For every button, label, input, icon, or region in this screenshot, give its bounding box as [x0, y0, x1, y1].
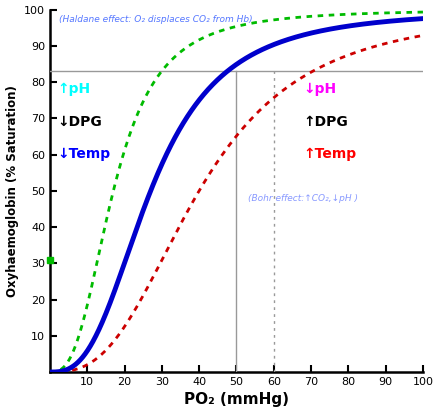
Y-axis label: Oxyhaemoglobin (% Saturation): Oxyhaemoglobin (% Saturation): [6, 85, 18, 297]
Text: ↓Temp: ↓Temp: [57, 147, 110, 161]
Text: ↑Temp: ↑Temp: [303, 147, 356, 161]
Text: ↑pH: ↑pH: [57, 82, 90, 96]
Text: (Haldane effect: O₂ displaces CO₂ from Hb): (Haldane effect: O₂ displaces CO₂ from H…: [59, 15, 252, 24]
Text: (Bohr effect:↑CO₂,↓pH ): (Bohr effect:↑CO₂,↓pH ): [247, 195, 357, 204]
Text: ↓pH: ↓pH: [303, 82, 336, 96]
Text: ↓DPG: ↓DPG: [57, 115, 102, 129]
X-axis label: PO₂ (mmHg): PO₂ (mmHg): [184, 392, 288, 408]
Text: ↑DPG: ↑DPG: [303, 115, 347, 129]
